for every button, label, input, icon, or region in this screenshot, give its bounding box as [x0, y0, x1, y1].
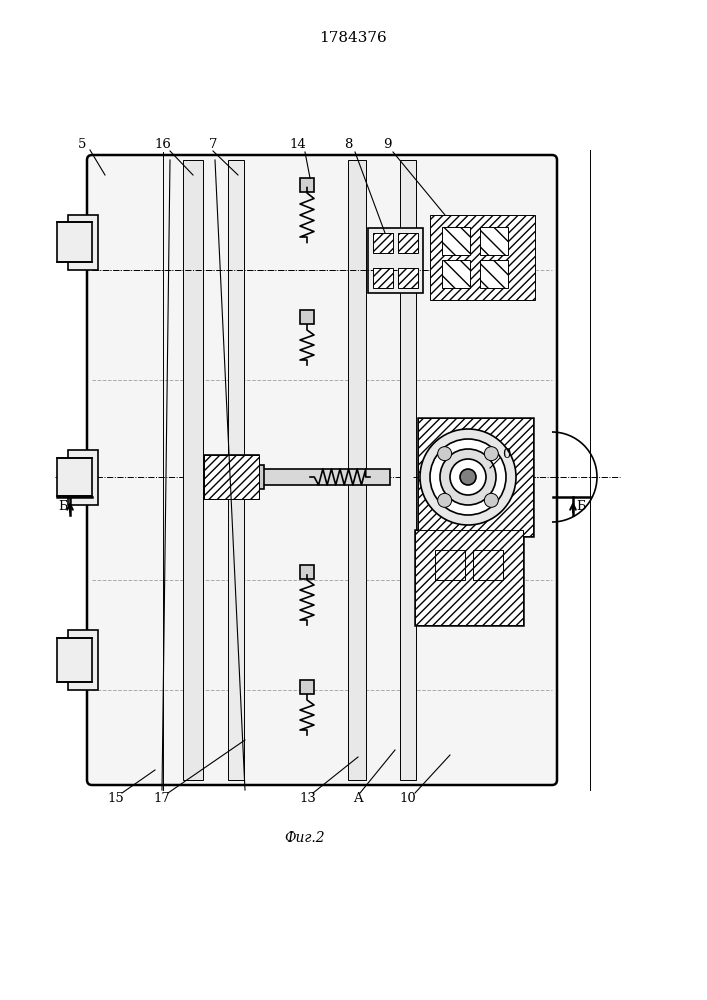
Circle shape: [460, 469, 476, 485]
Bar: [398, 233, 418, 253]
Bar: [435, 550, 465, 580]
Bar: [68, 630, 98, 690]
Bar: [480, 227, 508, 255]
Circle shape: [438, 447, 452, 461]
Text: 0: 0: [502, 448, 510, 462]
Text: 1784376: 1784376: [319, 31, 387, 45]
Bar: [57, 458, 92, 496]
Bar: [427, 542, 511, 613]
Bar: [442, 227, 470, 255]
Circle shape: [430, 439, 506, 515]
Bar: [204, 455, 259, 499]
Bar: [57, 222, 92, 262]
Text: 14: 14: [290, 138, 306, 151]
Bar: [415, 530, 523, 625]
Text: 8: 8: [344, 138, 352, 151]
Bar: [430, 215, 535, 300]
Bar: [300, 680, 314, 694]
Text: Б: Б: [58, 500, 67, 514]
Circle shape: [420, 429, 516, 525]
Text: Б: Б: [576, 500, 585, 514]
Bar: [204, 455, 259, 499]
Bar: [204, 469, 390, 485]
Circle shape: [484, 493, 498, 507]
FancyBboxPatch shape: [87, 155, 557, 785]
Circle shape: [450, 459, 486, 495]
Bar: [183, 160, 203, 780]
Text: 10: 10: [399, 792, 416, 804]
Bar: [228, 160, 244, 780]
Circle shape: [484, 447, 498, 461]
Bar: [473, 550, 503, 580]
Text: Фиг.2: Фиг.2: [285, 831, 325, 845]
Bar: [400, 160, 416, 780]
Text: 7: 7: [209, 138, 217, 151]
Bar: [300, 178, 314, 192]
Bar: [57, 638, 92, 682]
Text: A: A: [354, 792, 363, 804]
Text: 16: 16: [155, 138, 171, 151]
Bar: [300, 310, 314, 324]
Bar: [418, 418, 533, 536]
Text: 5: 5: [78, 138, 86, 151]
Circle shape: [440, 449, 496, 505]
Bar: [415, 530, 523, 625]
Bar: [368, 228, 423, 293]
Text: 15: 15: [107, 792, 124, 804]
Circle shape: [438, 493, 452, 507]
Bar: [442, 260, 470, 288]
Bar: [418, 418, 533, 536]
Text: 9: 9: [382, 138, 391, 151]
Bar: [348, 160, 366, 780]
Text: 13: 13: [300, 792, 317, 804]
Bar: [244, 465, 264, 489]
Bar: [68, 450, 98, 505]
Bar: [398, 268, 418, 288]
Bar: [373, 233, 393, 253]
Bar: [300, 565, 314, 579]
Bar: [68, 215, 98, 270]
Bar: [373, 268, 393, 288]
Bar: [438, 223, 527, 292]
Text: 17: 17: [153, 792, 170, 804]
Bar: [480, 260, 508, 288]
